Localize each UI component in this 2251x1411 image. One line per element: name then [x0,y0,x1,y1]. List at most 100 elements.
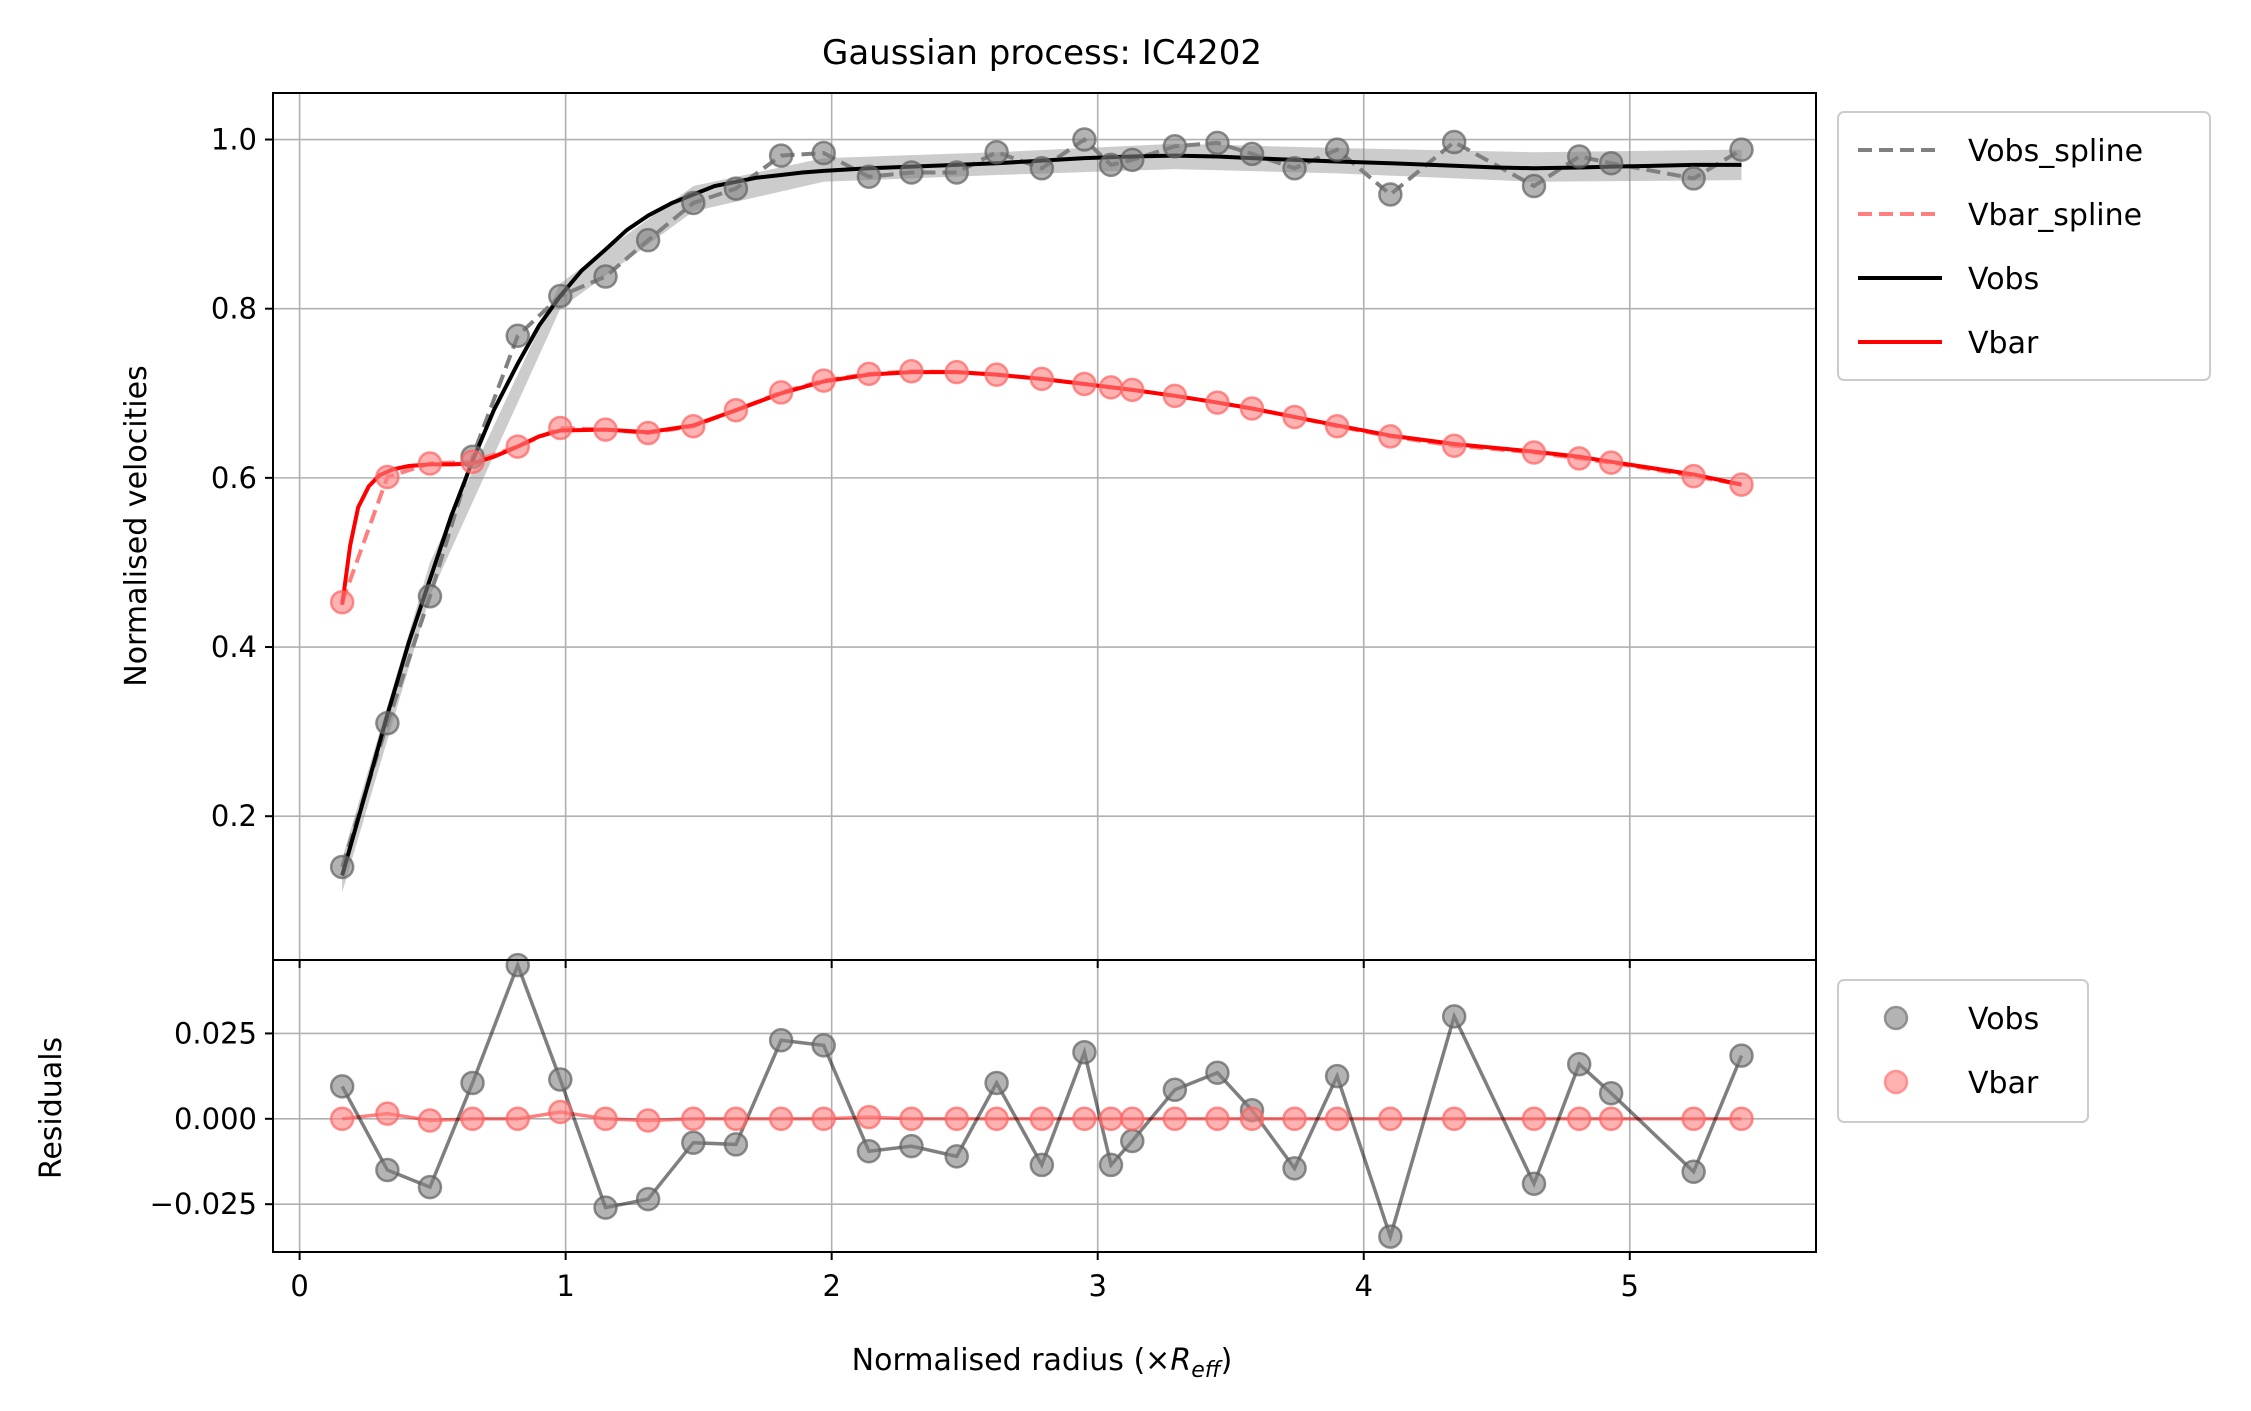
vobs-data-point [1029,156,1055,181]
vobs-residual-point [1566,1051,1592,1077]
vobs-residual-line [340,960,1744,1243]
vobs-residual-point [1205,1060,1230,1085]
vbar-residual-point [505,1106,531,1132]
vobs-residual-point [593,1195,618,1220]
vobs-data-point [1378,182,1403,207]
vobs-data-point [548,283,573,309]
bottom-y-tick-label: −0.025 [150,1187,257,1221]
vbar-data-point [768,380,794,405]
top-legend-label: Vobs_spline [1968,134,2143,169]
vobs-data-point [1072,127,1097,152]
vobs-residual-point [548,1067,573,1092]
vbar-data-point [1120,377,1145,403]
bottom-y-axis-label: Residuals [34,1037,69,1179]
bottom-x-tick-label: 0 [290,1269,308,1303]
vobs-data-point [768,143,794,168]
vbar-residual-point [811,1106,836,1132]
vbar-data-point [1441,433,1467,458]
vobs-data-point [1681,166,1706,191]
vbar-data-point [1521,440,1547,465]
top-y-tick-label: 0.6 [211,461,257,495]
vobs-residual-point [1120,1128,1145,1154]
vobs-residual-point [1681,1159,1706,1184]
vbar-data-point [856,361,882,387]
vobs-data-point [681,190,706,216]
bottom-legend-label: Vbar [1968,1066,2039,1101]
vbar-residual-point [723,1106,749,1132]
vobs-data-point [944,160,969,185]
vbar-data-point [1566,446,1592,471]
vbar-residual-point [1521,1106,1547,1132]
top-y-tick-label: 1.0 [211,123,257,157]
vbar-residual-point [1598,1106,1624,1132]
vobs-residual-point [1598,1080,1624,1106]
vbar-residual-point [1324,1106,1350,1132]
vbar-residual-point [329,1106,355,1132]
top-y-tick-label: 0.8 [211,292,257,326]
vbar-residual-point [1072,1106,1097,1132]
x-axis-label: Normalised radius (×Reff) [852,1343,1233,1383]
top-y-tick-label: 0.2 [211,799,257,833]
vobs-data-point [1598,150,1624,176]
vbar-residual-point [1378,1106,1403,1132]
vbar-data-point [1205,390,1230,415]
vbar-residual-point [635,1108,661,1133]
vbar-data-point [329,589,355,615]
vbar-data-point [1598,450,1624,475]
vobs-residual-point [899,1133,924,1159]
vbar-residual-point [1239,1106,1265,1132]
vbar-data-point [1378,424,1403,449]
vobs-data-point [1282,156,1307,181]
vbar-residual-point [375,1101,400,1126]
vobs-residual-point [811,1033,836,1058]
vbar-data-point [635,420,661,446]
vobs-residual-point [944,1144,969,1169]
top-legend: Vobs_spline Vbar_spline Vobs Vbar [1837,111,2211,381]
vobs-spline-line [340,136,1743,868]
vbar-residual-point [593,1106,618,1132]
vbar-data-point [460,449,485,475]
vobs-residual-point [1162,1077,1188,1103]
chart-title: Gaussian process: IC4202 [822,33,1262,73]
vbar-data-point [548,415,573,441]
vbar-data-point [1072,371,1097,397]
vbar-data-point [984,362,1009,387]
vbar-residual-point [984,1106,1009,1132]
top-y-tick-label: 0.4 [211,630,257,664]
vbar-data-point [593,417,618,442]
vobs-residual-point [417,1174,443,1200]
vbar-residual-point [417,1108,443,1133]
vbar-residual-point [899,1106,924,1132]
vobs-data-point [1729,137,1754,162]
bottom-x-tick-label: 2 [822,1269,840,1303]
vobs-residual-point [1324,1063,1350,1089]
vbar-residual-point [1029,1106,1055,1132]
vbar-data-point [1098,375,1124,400]
vobs-residual-point [1729,1043,1754,1068]
vobs-residual-point [635,1186,661,1212]
bottom-legend: Vobs Vbar [1837,979,2089,1123]
vbar-data-point [723,397,749,423]
vobs-residual-point [1029,1152,1055,1178]
vobs-residual-point [1282,1156,1307,1181]
vobs-data-point [1120,147,1145,173]
vobs-residual-point [856,1139,882,1164]
bottom-x-tick-label: 5 [1621,1269,1639,1303]
vbar-data-point [811,368,836,393]
x-axis-label-math: R [1170,1343,1191,1378]
vbar-data-point [681,414,706,439]
top-legend-frame [1837,111,2211,381]
vbar-data-point [1681,463,1706,489]
vobs-residual-point [768,1028,794,1053]
vbar-residual-point [1729,1106,1754,1132]
vbar-data-point [1324,414,1350,439]
bottom-y-tick-label: 0.000 [174,1102,257,1136]
x-axis-label-suffix: ) [1221,1343,1233,1378]
top-y-axis-label: Normalised velocities [119,365,154,686]
vbar-data-point [1162,383,1188,409]
vobs-data-point [856,164,882,189]
vobs-data-point [984,139,1009,165]
vobs-data-point [593,264,618,289]
vobs-residual-point [984,1070,1009,1096]
vobs-data-point [1098,152,1124,178]
